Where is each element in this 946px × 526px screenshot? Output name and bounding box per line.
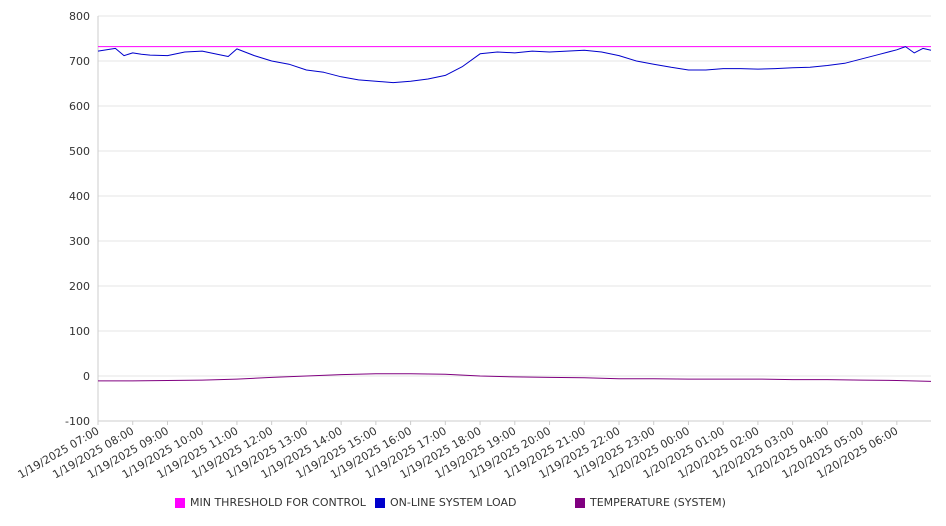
chart: -100 0 100 200 300 400 500 600 700 800 1/19/2025 … [16, 10, 932, 481]
y-tick-label: -100 [65, 415, 90, 428]
legend-swatch-temperature [575, 497, 585, 508]
legend-label-min-threshold: MIN THRESHOLD FOR CONTROL [190, 496, 366, 509]
legend-swatch-system-load [375, 497, 385, 508]
y-tick-label: 800 [69, 10, 90, 23]
legend-item-system-load[interactable]: ON-LINE SYSTEM LOAD [375, 496, 516, 509]
y-tick-label: 600 [69, 100, 90, 113]
series-line-system-load [97, 46, 932, 84]
legend-label-temperature: TEMPERATURE (SYSTEM) [590, 496, 726, 509]
x-tick-labels: 1/19/2025 07:001/19/2025 08:001/19/2025 … [16, 421, 900, 481]
y-tick-label: 0 [83, 370, 90, 383]
axes [97, 16, 931, 422]
legend-label-system-load: ON-LINE SYSTEM LOAD [390, 496, 517, 509]
y-tick-labels: -100 0 100 200 300 400 500 600 700 800 [65, 10, 90, 428]
legend-swatch-min-threshold [175, 497, 185, 508]
y-tick-label: 400 [69, 190, 90, 203]
y-tick-label: 500 [69, 145, 90, 158]
legend-item-min-threshold[interactable]: MIN THRESHOLD FOR CONTROL [175, 496, 366, 509]
series-lines [97, 46, 932, 382]
y-tick-label: 100 [69, 325, 90, 338]
series-line-temperature [98, 373, 932, 382]
legend-item-temperature[interactable]: TEMPERATURE (SYSTEM) [575, 496, 726, 509]
y-tick-label: 300 [69, 235, 90, 248]
y-tick-label: 200 [69, 280, 90, 293]
legend: MIN THRESHOLD FOR CONTROL ON-LINE SYSTEM… [0, 496, 946, 516]
grid-lines [98, 15, 931, 377]
y-tick-label: 700 [69, 55, 90, 68]
